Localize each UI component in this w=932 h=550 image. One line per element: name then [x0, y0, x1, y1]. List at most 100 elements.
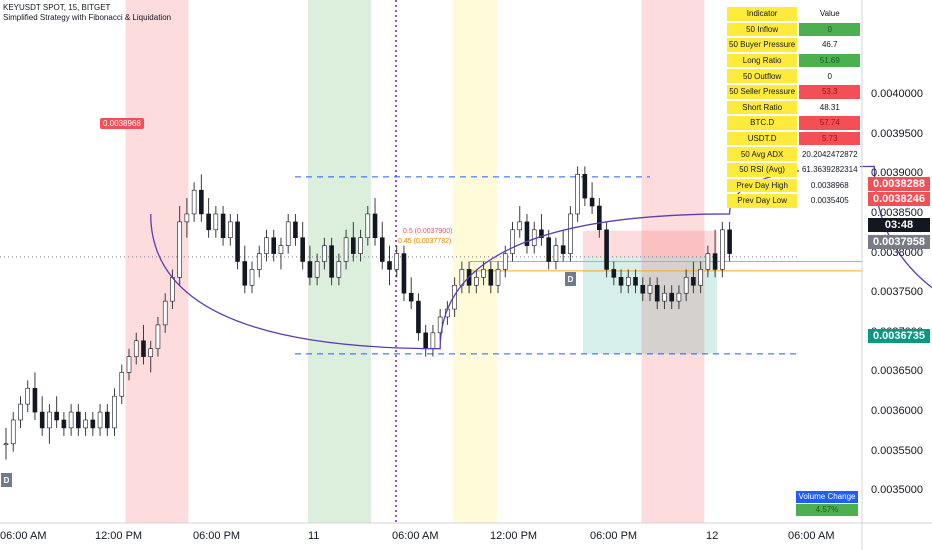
- candle-down: [408, 292, 414, 302]
- candle-down: [524, 221, 530, 246]
- indicator-label: Short Ratio: [727, 100, 798, 115]
- price-tick-label: 0.0036000: [871, 405, 923, 418]
- candle-down: [633, 277, 638, 286]
- candle-down: [300, 237, 305, 262]
- candle-down: [293, 221, 298, 239]
- price-scale-tag: 0.0036735: [868, 329, 930, 343]
- candle-up: [148, 348, 154, 357]
- candle-up: [676, 292, 682, 302]
- time-tick-label: 06:00 PM: [590, 530, 638, 542]
- candle-up: [314, 261, 320, 278]
- candle-down: [242, 261, 248, 286]
- time-tick-label: 06:00 AM: [392, 530, 439, 542]
- candle-up: [495, 269, 501, 286]
- candle-up: [698, 269, 703, 286]
- indicator-row: BTC.D 57.74: [727, 116, 861, 130]
- candle-down: [654, 284, 660, 302]
- candle-down: [387, 261, 392, 270]
- indicator-value: 61.3639282314: [799, 162, 861, 177]
- candle-down: [76, 411, 81, 429]
- indicator-label: BTC.D: [727, 116, 798, 130]
- strategy-title[interactable]: Simplified Strategy with Fibonacci & Liq…: [3, 13, 172, 22]
- candle-up: [97, 411, 103, 429]
- candle-down: [416, 300, 421, 334]
- price-tick-label: 0.0037500: [871, 286, 923, 299]
- indicator-label: 50 Seller Pressure: [727, 84, 798, 99]
- candle-down: [611, 269, 617, 278]
- candle-down: [488, 269, 494, 286]
- candle-up: [112, 395, 117, 429]
- candle-down: [712, 253, 718, 270]
- candle-down: [669, 292, 674, 302]
- candle-up: [83, 419, 88, 429]
- indicator-row: Long Ratio 51.69: [727, 53, 861, 68]
- price-tick-label: 0.0039500: [871, 127, 923, 140]
- candle-down: [351, 237, 356, 254]
- indicator-table-header: Indicator Value: [727, 7, 861, 21]
- candle-up: [510, 229, 515, 254]
- volume-change-label: Volume Change: [796, 491, 858, 503]
- candle-up: [68, 411, 74, 429]
- candle-up: [25, 387, 31, 405]
- time-tick-label: 11: [308, 530, 320, 542]
- indicator-label: 50 Outflow: [727, 69, 798, 83]
- indicator-value: 0.0038968: [799, 178, 861, 193]
- price-tick-label: 0.0038000: [871, 246, 923, 259]
- candle-down: [604, 229, 609, 270]
- candle-down: [271, 237, 277, 254]
- indicator-label: Long Ratio: [727, 53, 798, 68]
- price-tick-label: 0.0035500: [871, 444, 923, 457]
- fib-045-label: 0.45 (0.0037782): [398, 238, 452, 245]
- candle-down: [235, 221, 240, 262]
- candle-down: [329, 245, 334, 278]
- time-tick-label: 12:00 PM: [95, 530, 143, 542]
- time-tick-label: 06:00 AM: [0, 530, 47, 542]
- time-tick-label: 12: [706, 530, 719, 542]
- time-tick-label: 06:00 AM: [788, 530, 835, 542]
- price-tick-label: 0.0039000: [871, 167, 923, 180]
- indicator-row: 50 Seller Pressure 53.3: [727, 84, 861, 99]
- indicator-value: 0.0035405: [799, 194, 861, 208]
- price-scale-tag: 03:48: [868, 218, 930, 232]
- candle-up: [502, 253, 508, 270]
- indicator-row: Short Ratio 48.31: [727, 100, 861, 115]
- indicator-label: USDT.D: [727, 131, 798, 146]
- indicator-row: 50 Inflow 0: [727, 22, 861, 37]
- indicator-row: USDT.D 5.73: [727, 131, 861, 146]
- price-scale-tag: 0.0038246: [868, 192, 930, 206]
- candle-down: [372, 213, 378, 239]
- indicator-row: Prev Day High 0.0038968: [727, 178, 861, 193]
- candle-up: [249, 269, 255, 286]
- indicator-label: Prev Day Low: [727, 194, 798, 208]
- candle-up: [155, 324, 161, 349]
- indicator-row: 50 Outflow 0: [727, 69, 861, 83]
- time-tick-label: 06:00 PM: [193, 530, 241, 542]
- symbol-title[interactable]: KEYUSDT SPOT, 15, BITGET: [3, 3, 111, 12]
- indicator-label: 50 Avg ADX: [727, 147, 798, 161]
- candle-up: [683, 277, 689, 294]
- candle-down: [141, 340, 146, 357]
- candle-up: [18, 403, 23, 421]
- indicator-label: 50 RSI (Avg): [727, 162, 798, 177]
- candle-up: [184, 213, 190, 223]
- indicator-value: 0: [799, 69, 861, 83]
- candle-up: [517, 221, 523, 231]
- indicator-value: 0: [799, 22, 861, 37]
- candle-up: [625, 277, 631, 286]
- chart-legend: KEYUSDT SPOT, 15, BITGET Simplified Stra…: [3, 3, 171, 23]
- indicator-value: 51.69: [799, 53, 861, 68]
- candle-down: [546, 237, 551, 262]
- pattern-curve: [150, 165, 932, 350]
- candle-down: [582, 174, 588, 199]
- indicator-row: 50 RSI (Avg) 61.3639282314: [727, 162, 861, 177]
- candle-up: [343, 237, 349, 262]
- candle-down: [560, 245, 566, 254]
- indicator-value: 57.74: [799, 116, 861, 130]
- indicator-value: 5.73: [799, 131, 861, 146]
- candle-down: [691, 277, 696, 286]
- indicator-value: 48.31: [799, 100, 861, 115]
- candle-up: [430, 332, 436, 349]
- candle-up: [474, 277, 479, 286]
- candle-up: [358, 237, 363, 254]
